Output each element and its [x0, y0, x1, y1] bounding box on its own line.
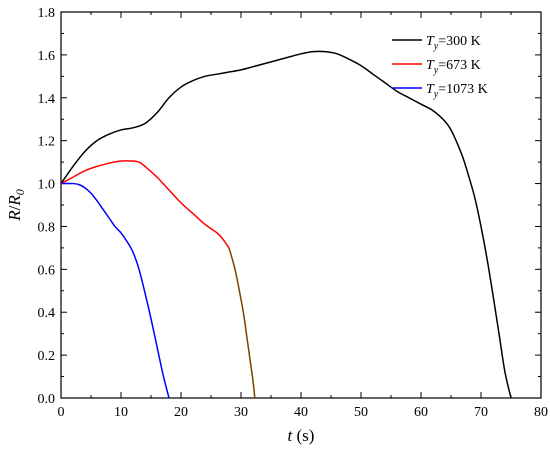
y-tick-label: 1.8: [38, 6, 56, 21]
y-tick-label: 0.8: [38, 220, 56, 235]
legend-var: T: [426, 34, 435, 49]
series-line-1073k: [61, 182, 170, 399]
legend-label: Ty=300 K: [426, 34, 481, 52]
x-tick-label: 40: [294, 405, 308, 420]
x-tick-label: 0: [58, 405, 65, 420]
x-axis-title: t (s): [288, 426, 315, 445]
legend-subscript: y: [433, 89, 439, 100]
y-tick-label: 0.4: [38, 306, 56, 321]
series-line-673k: [60, 160, 230, 249]
y-tick-label: 1.4: [38, 92, 56, 107]
legend-entry-300k: Ty=300 K: [392, 34, 481, 52]
axis-ticks: 0 10 20 30 40 50 60 70 80 0.0 0.2 0.4 0.6 0.8 1.0 1.2 1.…: [38, 6, 549, 420]
y-axis-numerator: R: [5, 210, 24, 222]
series-lines: [60, 50, 512, 399]
legend-label: Ty=1073 K: [426, 82, 488, 100]
legend-var: T: [426, 58, 435, 73]
x-tick-label: 60: [414, 405, 428, 420]
y-tick-label: 1.0: [38, 178, 56, 193]
legend-subscript: y: [433, 41, 439, 52]
legend-value: =1073 K: [438, 82, 488, 97]
legend-entry-1073k: Ty=1073 K: [392, 82, 488, 100]
series-line-673k-tail: [228, 247, 256, 399]
legend: Ty=300 KTy=673 KTy=1073 K: [392, 34, 488, 100]
y-tick-label: 0.6: [38, 263, 56, 278]
legend-value: =300 K: [438, 34, 481, 49]
legend-label: Ty=673 K: [426, 58, 481, 76]
x-axis-variable: t: [288, 426, 294, 445]
y-axis-denominator: R: [5, 195, 24, 207]
x-tick-label: 80: [534, 405, 548, 420]
legend-var: T: [426, 82, 435, 97]
y-axis-denominator-subscript: 0: [13, 189, 27, 195]
x-tick-label: 20: [174, 405, 188, 420]
y-tick-label: 1.6: [38, 49, 56, 64]
x-axis-unit: (s): [292, 426, 314, 445]
x-tick-label: 30: [234, 405, 248, 420]
x-tick-label: 50: [354, 405, 368, 420]
y-axis-title: R/R0: [5, 189, 27, 222]
y-tick-label: 1.2: [38, 135, 56, 150]
x-tick-label: 10: [114, 405, 128, 420]
x-tick-label: 70: [474, 405, 488, 420]
legend-subscript: y: [433, 65, 439, 76]
y-axis-separator: /: [5, 205, 24, 210]
series-line-300k: [60, 50, 512, 399]
y-tick-label: 0.0: [38, 392, 56, 407]
y-tick-label: 0.2: [38, 349, 56, 364]
legend-entry-673k: Ty=673 K: [392, 58, 481, 76]
legend-value: =673 K: [438, 58, 481, 73]
